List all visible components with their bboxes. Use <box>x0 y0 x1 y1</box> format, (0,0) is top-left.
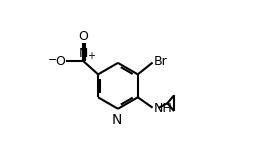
Text: N: N <box>112 113 122 127</box>
Text: −: − <box>48 55 57 65</box>
Text: +: + <box>87 51 95 61</box>
Text: O: O <box>78 30 88 43</box>
Text: NH: NH <box>153 102 172 115</box>
Text: O: O <box>55 55 65 67</box>
Text: Br: Br <box>153 55 167 68</box>
Text: N: N <box>79 47 88 60</box>
